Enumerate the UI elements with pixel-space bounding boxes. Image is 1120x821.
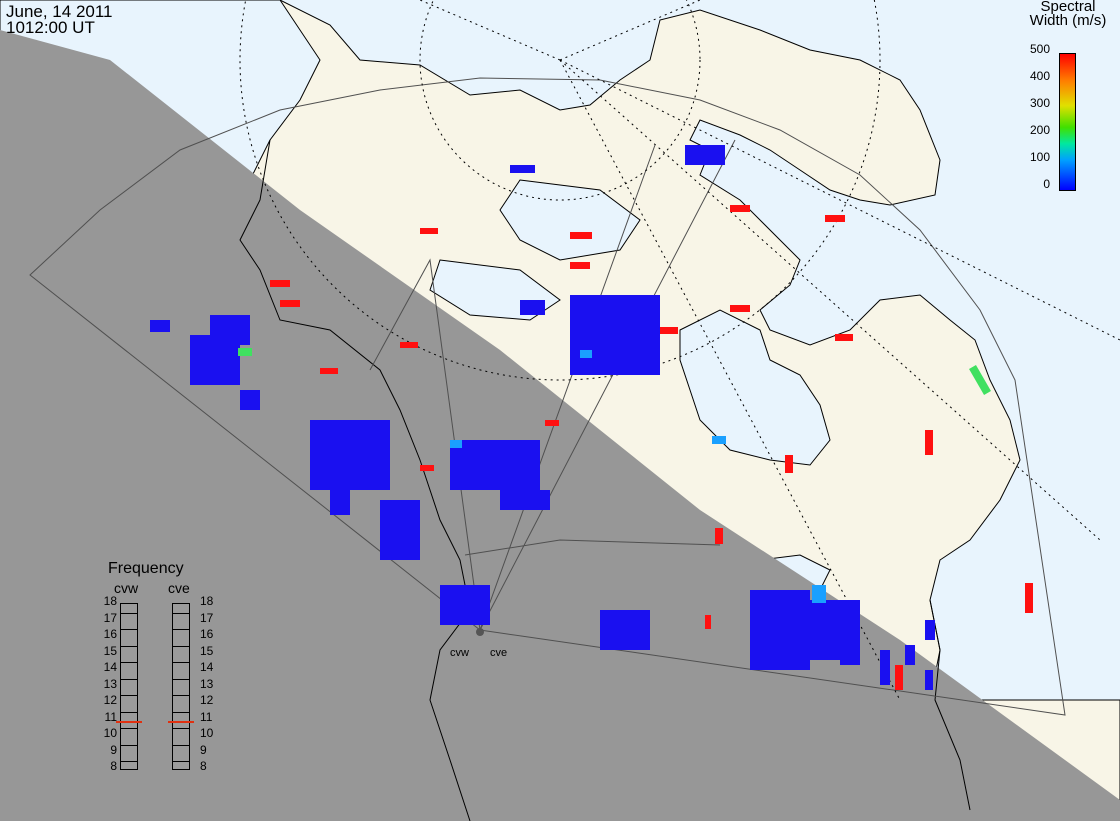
frequency-level-label-left: 8	[110, 759, 117, 773]
colorbar-scale	[1059, 53, 1076, 191]
frequency-cell	[173, 711, 189, 713]
colorbar-tick: 400	[1029, 69, 1050, 83]
frequency-level-label-right: 15	[200, 643, 214, 658]
frequency-ladder-cve	[172, 603, 190, 770]
frequency-col-left: cvw	[114, 580, 139, 596]
radar-site-marker	[476, 628, 484, 636]
frequency-level-label-left: 16	[103, 627, 117, 641]
frequency-cell	[121, 629, 137, 630]
date-label: June, 14 2011	[6, 2, 113, 21]
frequency-cell	[121, 645, 137, 647]
colorbar-tick: 0	[1043, 177, 1050, 191]
colorbar-title: Spectral Width (m/s)	[1018, 0, 1118, 28]
colorbar-tick: 200	[1029, 123, 1050, 137]
site-label-left: cvw	[450, 647, 469, 659]
frequency-level-label-left: 11	[104, 709, 117, 724]
frequency-level-label-left: 14	[103, 660, 117, 674]
hudson-bay	[679, 309, 831, 466]
frequency-level-label-right: 11	[200, 709, 213, 724]
frequency-level-label-right: 17	[200, 610, 214, 625]
site-label-right: cve	[490, 647, 508, 659]
frequency-level-label-left: 9	[110, 742, 117, 757]
radar-beam-lines	[369, 139, 736, 631]
frequency-cell	[121, 728, 137, 729]
frequency-level-label-left: 15	[103, 643, 117, 658]
frequency-cell	[121, 662, 137, 663]
frequency-cell	[173, 695, 189, 696]
frequency-level-label-right: 8	[200, 759, 207, 773]
frequency-level-label-right: 10	[200, 726, 214, 740]
frequency-level-label-right: 18	[200, 594, 214, 608]
frequency-col-right: cve	[168, 580, 190, 596]
echoes-high-width	[270, 205, 1033, 690]
frequency-cell	[121, 744, 137, 746]
frequency-cell	[121, 612, 137, 614]
frequency-cell	[173, 678, 189, 680]
frequency-cell	[121, 761, 137, 762]
coastline-east	[929, 599, 971, 811]
arctic-channels	[499, 179, 641, 261]
frequency-level-label-left: 12	[103, 693, 117, 707]
echoes-low-width	[150, 145, 935, 690]
frequency-level-label-right: 16	[200, 627, 214, 641]
frequency-cell	[121, 695, 137, 696]
frequency-marker-cve	[168, 720, 194, 723]
frequency-cell	[173, 761, 189, 762]
radar-field-of-view	[29, 77, 1066, 716]
timestamp-header: June, 14 2011 1012:00 UT	[6, 2, 113, 37]
frequency-level-label-right: 13	[200, 676, 214, 691]
frequency-level-label-right: 12	[200, 693, 214, 707]
frequency-level-label-left: 18	[103, 594, 117, 608]
frequency-level-label-right: 14	[200, 660, 214, 674]
frequency-marker-cvw	[116, 720, 142, 723]
frequency-ladder-cvw	[120, 603, 138, 770]
frequency-cell	[173, 744, 189, 746]
frequency-cell	[173, 645, 189, 647]
frequency-level-label-left: 13	[103, 676, 117, 691]
frequency-level-label-left: 10	[103, 726, 117, 740]
colorbar-tick: 300	[1029, 96, 1050, 110]
frequency-level-label-left: 17	[103, 610, 117, 625]
time-label: 1012:00 UT	[6, 18, 95, 37]
lat-lon-grid	[239, 0, 1120, 701]
frequency-cell	[173, 728, 189, 729]
colorbar-tick: 100	[1029, 150, 1050, 164]
colorbar-title-line2: Width (m/s)	[1029, 12, 1107, 29]
frequency-level-label-right: 9	[200, 742, 207, 757]
frequency-cell	[121, 711, 137, 713]
frequency-title: Frequency	[108, 560, 184, 577]
echoes-mid-width	[450, 350, 826, 603]
frequency-cell	[173, 612, 189, 614]
frequency-cell	[173, 662, 189, 663]
colorbar-title-line1: Spectral	[1040, 0, 1096, 15]
echoes-green	[238, 348, 991, 395]
coastline-night	[239, 139, 471, 821]
frequency-cell	[121, 678, 137, 680]
colorbar-tick: 500	[1029, 42, 1050, 56]
frequency-cell	[173, 629, 189, 630]
